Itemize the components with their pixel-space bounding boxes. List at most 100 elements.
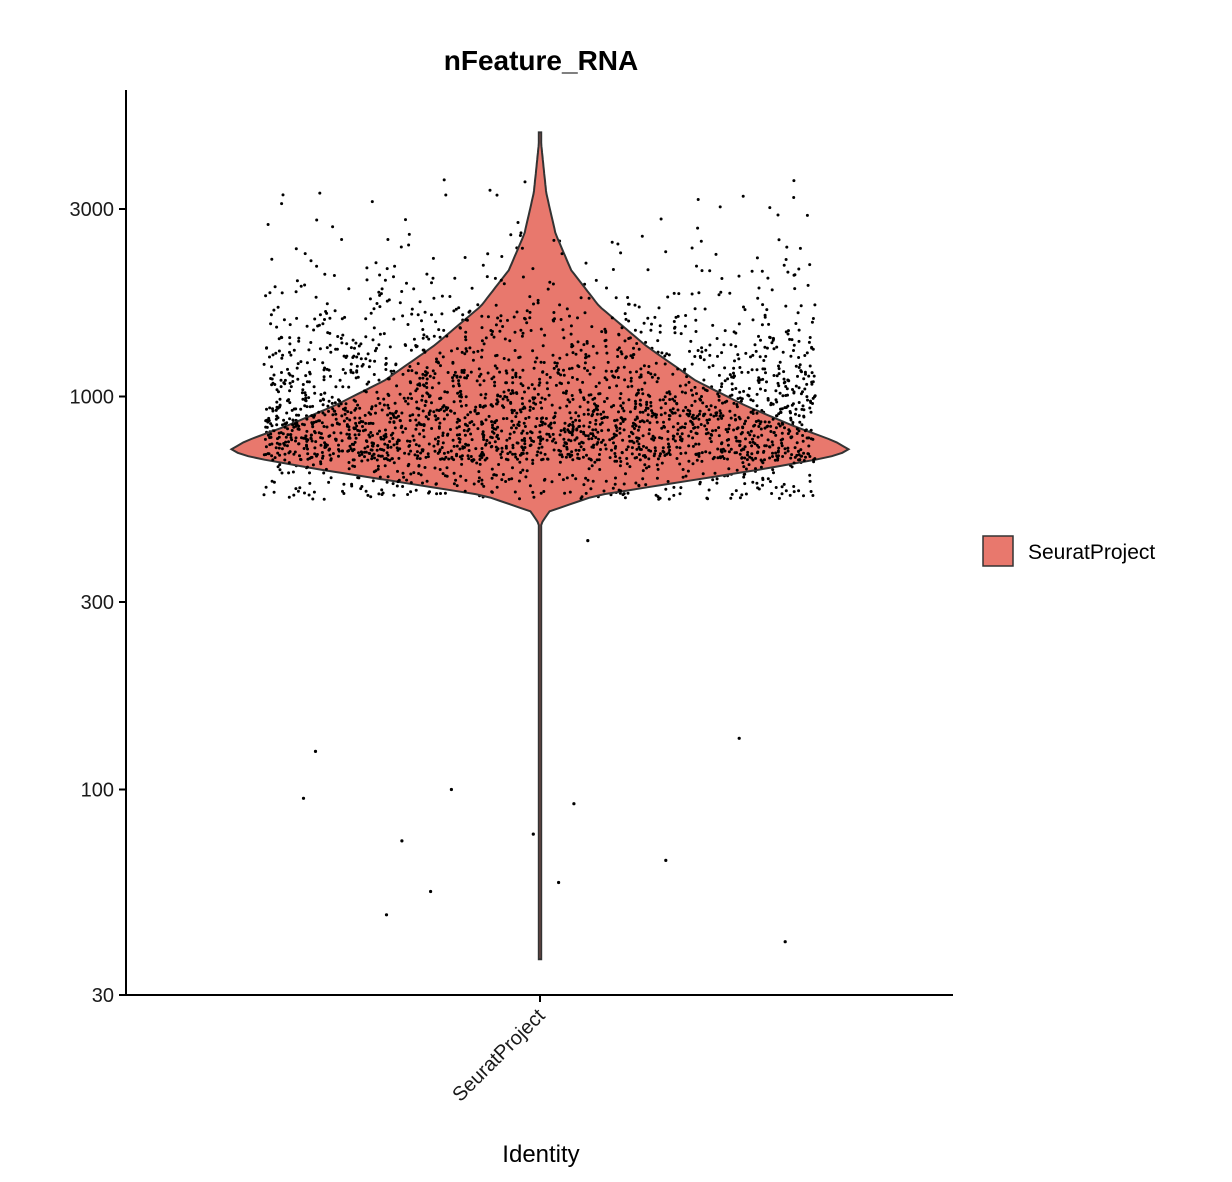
jitter-point <box>383 442 387 446</box>
jitter-point <box>266 452 270 456</box>
jitter-point <box>783 447 787 451</box>
jitter-point <box>490 333 494 336</box>
jitter-point <box>806 398 809 402</box>
jitter-point <box>523 390 526 394</box>
jitter-point <box>469 432 473 436</box>
jitter-point <box>635 415 639 419</box>
jitter-point <box>794 384 798 388</box>
jitter-point <box>633 418 637 422</box>
jitter-point <box>523 446 527 449</box>
jitter-point <box>600 330 604 334</box>
jitter-point <box>374 469 378 473</box>
jitter-point <box>781 394 785 398</box>
jitter-point <box>702 358 706 362</box>
jitter-point <box>421 372 425 376</box>
jitter-point <box>459 474 463 478</box>
jitter-point <box>623 339 627 343</box>
jitter-point <box>385 480 389 484</box>
jitter-point <box>776 213 780 217</box>
jitter-point <box>720 385 723 389</box>
jitter-point <box>671 425 675 429</box>
jitter-point <box>675 402 679 406</box>
jitter-point <box>294 487 298 491</box>
jitter-point <box>392 461 396 465</box>
jitter-point <box>283 425 287 429</box>
jitter-point <box>500 478 504 482</box>
jitter-point <box>631 424 635 428</box>
jitter-point <box>414 488 418 492</box>
jitter-point <box>352 448 356 451</box>
jitter-point <box>681 409 685 413</box>
jitter-point <box>542 361 546 364</box>
jitter-point <box>331 452 335 456</box>
jitter-point <box>618 456 622 460</box>
jitter-point <box>435 357 438 361</box>
jitter-point <box>457 306 461 310</box>
jitter-point <box>511 391 515 395</box>
jitter-point <box>297 424 301 428</box>
jitter-point <box>432 376 436 380</box>
jitter-point <box>373 456 376 460</box>
jitter-point <box>622 365 626 369</box>
jitter-point <box>332 274 336 277</box>
jitter-point <box>797 366 801 369</box>
jitter-point <box>613 419 617 423</box>
jitter-point <box>376 464 380 468</box>
jitter-point <box>700 346 704 350</box>
jitter-point <box>400 411 404 415</box>
jitter-point <box>687 380 691 384</box>
jitter-point <box>514 375 518 379</box>
jitter-point <box>404 218 407 222</box>
jitter-point <box>637 388 640 392</box>
jitter-point <box>540 458 544 462</box>
jitter-point <box>438 335 442 339</box>
jitter-point <box>757 376 761 380</box>
jitter-point <box>357 433 361 437</box>
jitter-point <box>433 449 437 453</box>
jitter-point <box>517 356 521 360</box>
jitter-point <box>426 392 430 396</box>
jitter-point <box>619 251 623 255</box>
jitter-point <box>738 396 742 400</box>
jitter-point <box>620 352 624 356</box>
jitter-point <box>447 457 451 461</box>
outlier-point <box>586 539 590 543</box>
jitter-point <box>386 443 390 447</box>
jitter-point <box>262 493 266 497</box>
jitter-point <box>380 488 384 492</box>
jitter-point <box>770 440 774 444</box>
jitter-point <box>311 497 315 501</box>
jitter-point <box>484 392 488 396</box>
jitter-point <box>621 420 625 423</box>
jitter-point <box>501 473 505 476</box>
jitter-point <box>642 444 645 448</box>
jitter-point <box>519 453 523 457</box>
jitter-point <box>294 407 298 411</box>
jitter-point <box>304 396 308 400</box>
jitter-point <box>599 412 603 416</box>
jitter-point <box>409 381 413 385</box>
jitter-point <box>768 206 772 210</box>
jitter-point <box>574 448 578 452</box>
jitter-point <box>743 456 747 460</box>
jitter-point <box>596 430 600 434</box>
jitter-point <box>463 352 467 356</box>
jitter-point <box>766 397 770 400</box>
jitter-point <box>605 351 609 355</box>
jitter-point <box>502 405 506 409</box>
jitter-point <box>329 476 333 480</box>
jitter-point <box>640 387 644 391</box>
jitter-point <box>484 442 488 446</box>
jitter-point <box>737 322 741 326</box>
jitter-point <box>628 465 632 469</box>
jitter-point <box>562 444 566 448</box>
jitter-point <box>380 287 384 291</box>
jitter-point <box>441 405 445 409</box>
jitter-point <box>412 438 416 442</box>
jitter-point <box>386 446 390 449</box>
jitter-point <box>366 445 370 449</box>
jitter-point <box>377 378 381 382</box>
jitter-point <box>780 492 784 496</box>
jitter-point <box>309 341 313 344</box>
jitter-point <box>809 410 813 414</box>
